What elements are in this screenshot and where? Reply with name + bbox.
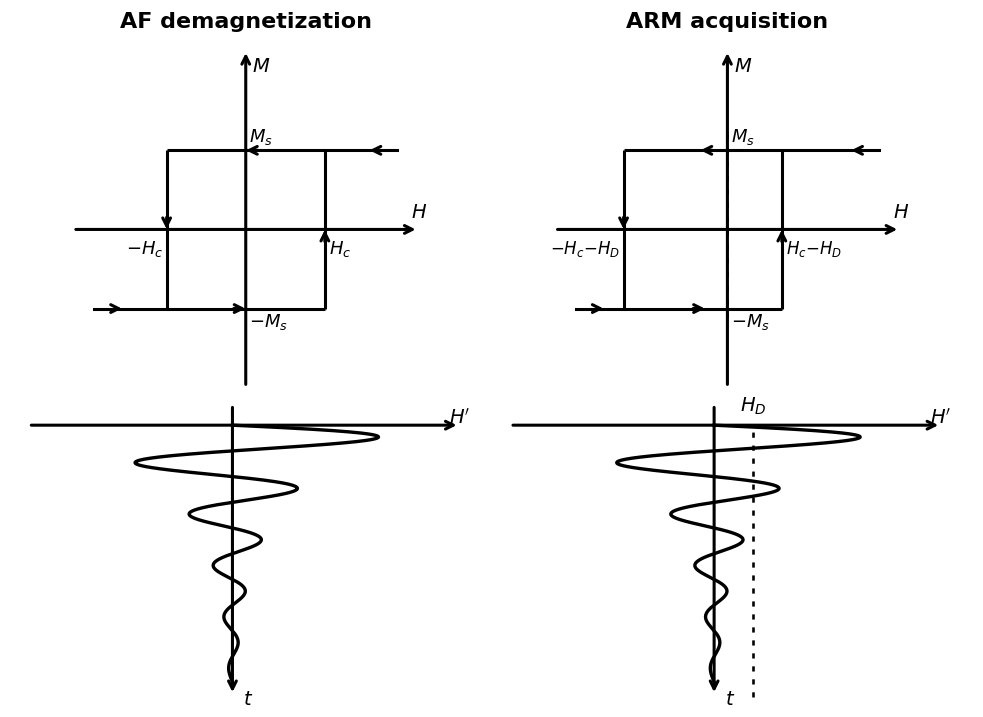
- Text: $-M_s$: $-M_s$: [731, 313, 770, 332]
- Text: $H_c{-}H_D$: $H_c{-}H_D$: [785, 239, 841, 260]
- Text: $H'$: $H'$: [449, 408, 470, 428]
- Text: $M$: $M$: [252, 57, 270, 76]
- Text: $-M_s$: $-M_s$: [250, 313, 288, 332]
- Text: $H'$: $H'$: [931, 408, 952, 428]
- Text: $H$: $H$: [411, 203, 428, 222]
- Text: $M$: $M$: [733, 57, 752, 76]
- Title: ARM acquisition: ARM acquisition: [626, 11, 829, 32]
- Text: $M_s$: $M_s$: [731, 127, 755, 146]
- Text: $H_D$: $H_D$: [740, 395, 767, 417]
- Text: $-H_c{-}H_D$: $-H_c{-}H_D$: [549, 239, 620, 260]
- Text: $t$: $t$: [724, 690, 735, 709]
- Text: $H_c$: $H_c$: [328, 239, 351, 260]
- Title: AF demagnetization: AF demagnetization: [120, 11, 372, 32]
- Text: $t$: $t$: [243, 690, 254, 709]
- Text: $H$: $H$: [893, 203, 909, 222]
- Text: $-H_c$: $-H_c$: [126, 239, 163, 260]
- Text: $M_s$: $M_s$: [250, 127, 273, 146]
